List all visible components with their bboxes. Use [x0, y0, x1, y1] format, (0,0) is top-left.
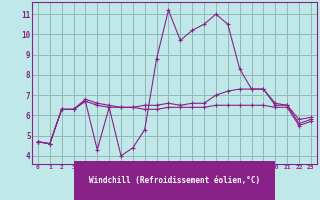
- X-axis label: Windchill (Refroidissement éolien,°C): Windchill (Refroidissement éolien,°C): [89, 176, 260, 185]
